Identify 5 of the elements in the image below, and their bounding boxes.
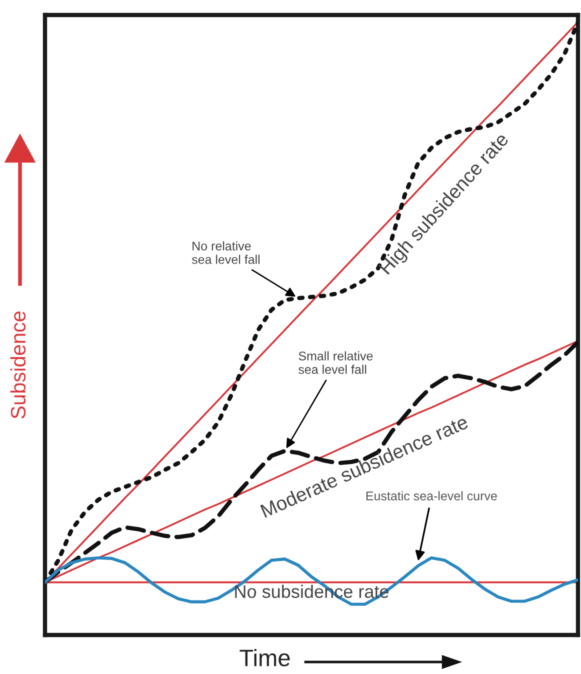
annotation: No relative sea level fall [192,241,260,264]
y-axis-title: Subsidence [10,311,26,418]
text: Eustatic sea-level curve [366,491,497,500]
x-axis-title: Time [240,648,290,666]
annotation: Small relative sea level fall [298,351,373,374]
